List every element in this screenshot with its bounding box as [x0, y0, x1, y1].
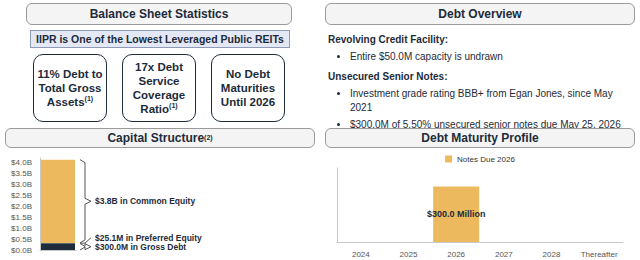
html-text:11% Debt to Total Gross Assets: 11% Debt to Total Gross Assets(1)	[37, 68, 103, 108]
svg-text:$2.5B: $2.5B	[11, 191, 32, 200]
svg-text:$0.5B: $0.5B	[11, 235, 32, 244]
html-text:Balance Sheet Statistics: Balance Sheet Statistics	[89, 7, 229, 21]
svg-text:2026: 2026	[447, 250, 465, 259]
svg-text:Thereafter: Thereafter	[581, 250, 618, 259]
svg-text:Notes Due 2026: Notes Due 2026	[457, 155, 515, 164]
svg-text:$0.0B: $0.0B	[11, 246, 32, 255]
html-text:Revolving Credit Facility:: Revolving Credit Facility:	[328, 34, 448, 45]
svg-text:2024: 2024	[352, 250, 370, 259]
svg-text:$3.0B: $3.0B	[11, 180, 32, 189]
html-text:Debt Overview: Debt Overview	[438, 7, 522, 21]
svg-text:$4.0B: $4.0B	[11, 158, 32, 167]
svg-text:$1.0B: $1.0B	[11, 224, 32, 233]
svg-text:$3.5B: $3.5B	[11, 169, 32, 178]
svg-text:$300.0M in Gross Debt: $300.0M in Gross Debt	[95, 242, 186, 252]
html-text:Capital Structure(2): Capital Structure(2)	[107, 131, 213, 145]
svg-text:$300.0 Million: $300.0 Million	[427, 209, 486, 219]
html-text:IIPR is One of the Lowest Leve: IIPR is One of the Lowest Leveraged Publ…	[36, 33, 284, 45]
svg-text:$25.1M in Preferred Equity: $25.1M in Preferred Equity	[95, 233, 202, 243]
html-text:Entire $50.0M capacity is undr: Entire $50.0M capacity is undrawn	[350, 51, 503, 62]
html-text:Unsecured Senior Notes:: Unsecured Senior Notes:	[328, 71, 448, 82]
svg-text:2028: 2028	[543, 250, 561, 259]
svg-text:$3.8B in Common Equity: $3.8B in Common Equity	[95, 196, 195, 206]
svg-text:$2.0B: $2.0B	[11, 202, 32, 211]
html-text:No Debt Maturities Until 2026: No Debt Maturities Until 2026	[220, 68, 276, 108]
html-text:Investment grade rating BBB+ f: Investment grade rating BBB+ from Egan J…	[350, 88, 613, 113]
html-text:Debt Maturity Profile: Debt Maturity Profile	[421, 131, 539, 145]
svg-text:2025: 2025	[400, 250, 418, 259]
html-text:$300.0M of 5.50% unsecured sen: $300.0M of 5.50% unsecured senior notes …	[350, 119, 621, 130]
svg-text:$1.5B: $1.5B	[11, 213, 32, 222]
html-text:17x Debt Service Coverage Rati: 17x Debt Service Coverage Ratio(1)	[132, 61, 186, 115]
svg-text:2027: 2027	[495, 250, 513, 259]
